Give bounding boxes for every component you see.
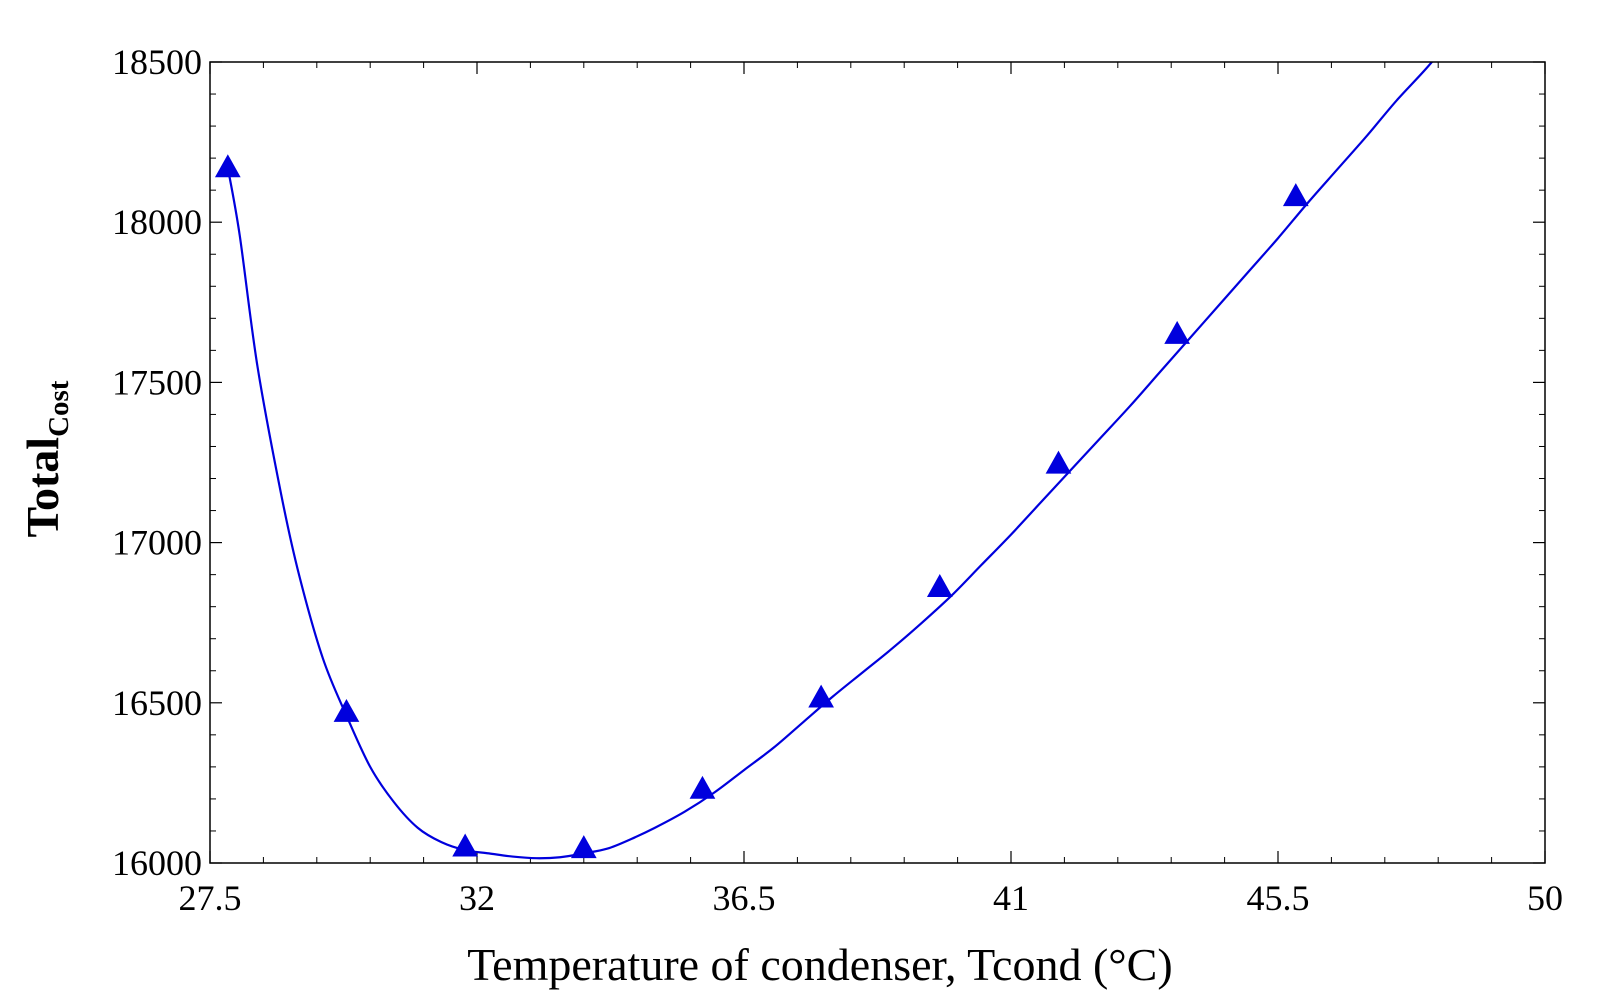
x-tick-label: 27.5 <box>179 878 242 918</box>
data-point-triangle <box>214 154 241 178</box>
data-point-triangle <box>689 775 716 799</box>
data-point-triangle <box>808 684 834 708</box>
data-point-triangle <box>333 698 360 722</box>
y-tick-labels: 16000 16500 17000 17500 18000 18500 <box>112 42 202 883</box>
data-point-triangle <box>1045 450 1072 474</box>
x-axis-title: Temperature of condenser, Tcond (°C) <box>467 939 1172 990</box>
series-markers <box>214 154 1309 859</box>
svg-text:TotalCost: TotalCost <box>17 380 75 537</box>
y-tick-label: 16500 <box>112 683 202 723</box>
y-tick-label: 16000 <box>112 843 202 883</box>
x-tick-labels: 27.5 32 36.5 41 45.5 50 <box>179 878 1564 918</box>
x-tick-label: 45.5 <box>1247 878 1310 918</box>
series-line <box>226 62 1434 860</box>
major-ticks <box>209 61 1546 864</box>
minor-ticks <box>210 62 1545 863</box>
data-point-triangle <box>926 574 953 597</box>
y-tick-label: 17000 <box>112 523 202 563</box>
x-tick-label: 36.5 <box>713 878 776 918</box>
data-point-triangle <box>1282 183 1309 207</box>
y-tick-label: 18000 <box>112 202 202 242</box>
plot-frame <box>209 61 1546 864</box>
y-axis-title: TotalCost <box>17 380 75 537</box>
data-point-triangle <box>570 835 597 859</box>
x-tick-label: 41 <box>993 878 1029 918</box>
data-point-triangle <box>1164 320 1190 344</box>
y-tick-label: 18500 <box>112 42 202 82</box>
y-tick-label: 17500 <box>112 362 202 402</box>
data-point-triangle <box>452 833 478 857</box>
plot-area <box>226 62 1434 860</box>
y-axis-title-main: Total <box>17 437 68 538</box>
x-tick-label: 32 <box>459 878 495 918</box>
y-axis-title-subscript: Cost <box>43 380 75 437</box>
x-tick-label: 50 <box>1527 878 1563 918</box>
